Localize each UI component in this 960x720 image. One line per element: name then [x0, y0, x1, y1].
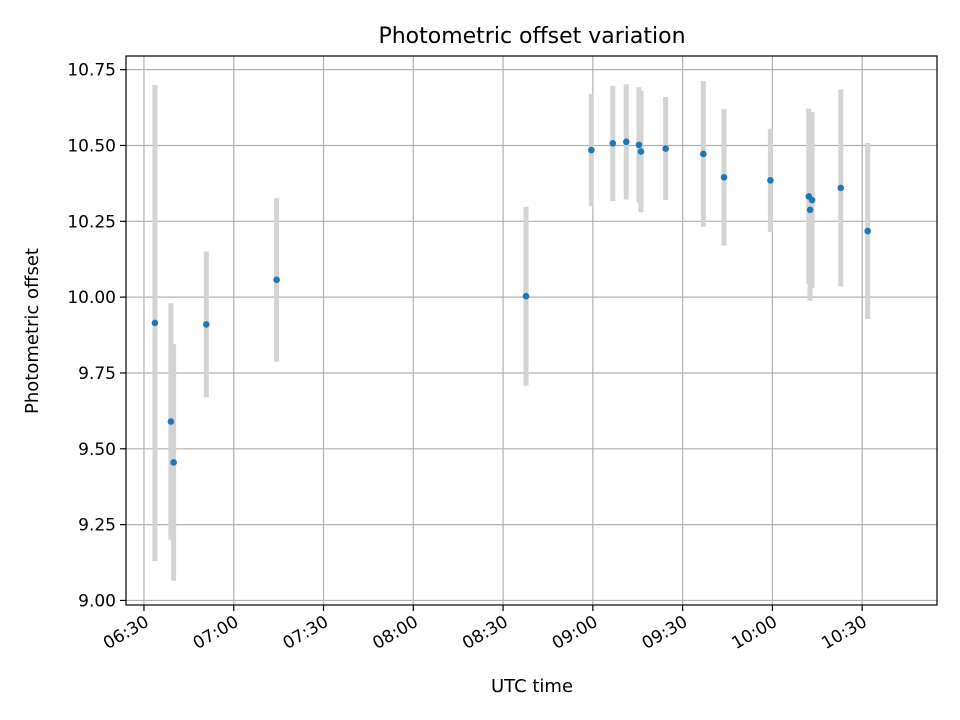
x-axis-ticks: 06:30 07:00 07:30 08:00 08:30 09:00 09:30 10:00…	[100, 605, 871, 654]
data-point	[700, 150, 707, 158]
x-tick-label: 10:00	[728, 612, 780, 654]
data-point	[170, 459, 177, 466]
data-point	[637, 148, 645, 155]
x-tick-label: 08:30	[459, 612, 511, 654]
y-tick-label: 10.50	[67, 136, 116, 156]
data-point	[273, 276, 280, 284]
data-point	[635, 141, 643, 149]
data-point	[609, 140, 617, 147]
data-point	[167, 418, 175, 425]
grid	[126, 56, 937, 605]
data-point	[806, 206, 814, 214]
x-tick-label: 09:30	[639, 612, 691, 654]
chart-title: Photometric offset variation	[378, 24, 685, 49]
data-points	[151, 138, 871, 466]
x-tick-label: 08:00	[369, 612, 421, 654]
data-point	[808, 196, 816, 204]
x-tick-label: 09:00	[549, 612, 601, 654]
y-tick-label: 10.75	[67, 61, 116, 81]
x-tick-label: 10:30	[818, 612, 870, 654]
plot-frame	[125, 55, 938, 606]
x-tick-label: 06:30	[100, 612, 152, 654]
y-axis-ticks: 9.00 9.25 9.50 9.75 10.00 10.25 10.50 10.75	[67, 61, 126, 611]
data-point	[622, 138, 630, 146]
data-point	[588, 146, 595, 154]
y-tick-label: 9.00	[78, 591, 116, 611]
y-tick-label: 9.25	[78, 516, 116, 536]
y-axis-label: Photometric offset	[22, 248, 43, 414]
data-point	[864, 227, 871, 235]
y-tick-label: 9.75	[78, 364, 116, 384]
y-tick-label: 10.25	[67, 212, 116, 232]
data-point	[522, 292, 530, 300]
y-tick-label: 9.50	[78, 440, 116, 460]
x-tick-label: 07:30	[280, 612, 332, 654]
data-point	[837, 184, 845, 192]
error-bars	[152, 81, 871, 581]
data-point	[767, 177, 774, 184]
data-point	[151, 319, 159, 327]
x-tick-label: 07:00	[190, 612, 242, 654]
data-point	[662, 145, 669, 152]
data-point	[203, 321, 210, 328]
data-point	[720, 174, 728, 181]
x-axis-label: UTC time	[491, 676, 573, 697]
y-tick-label: 10.00	[67, 288, 116, 308]
